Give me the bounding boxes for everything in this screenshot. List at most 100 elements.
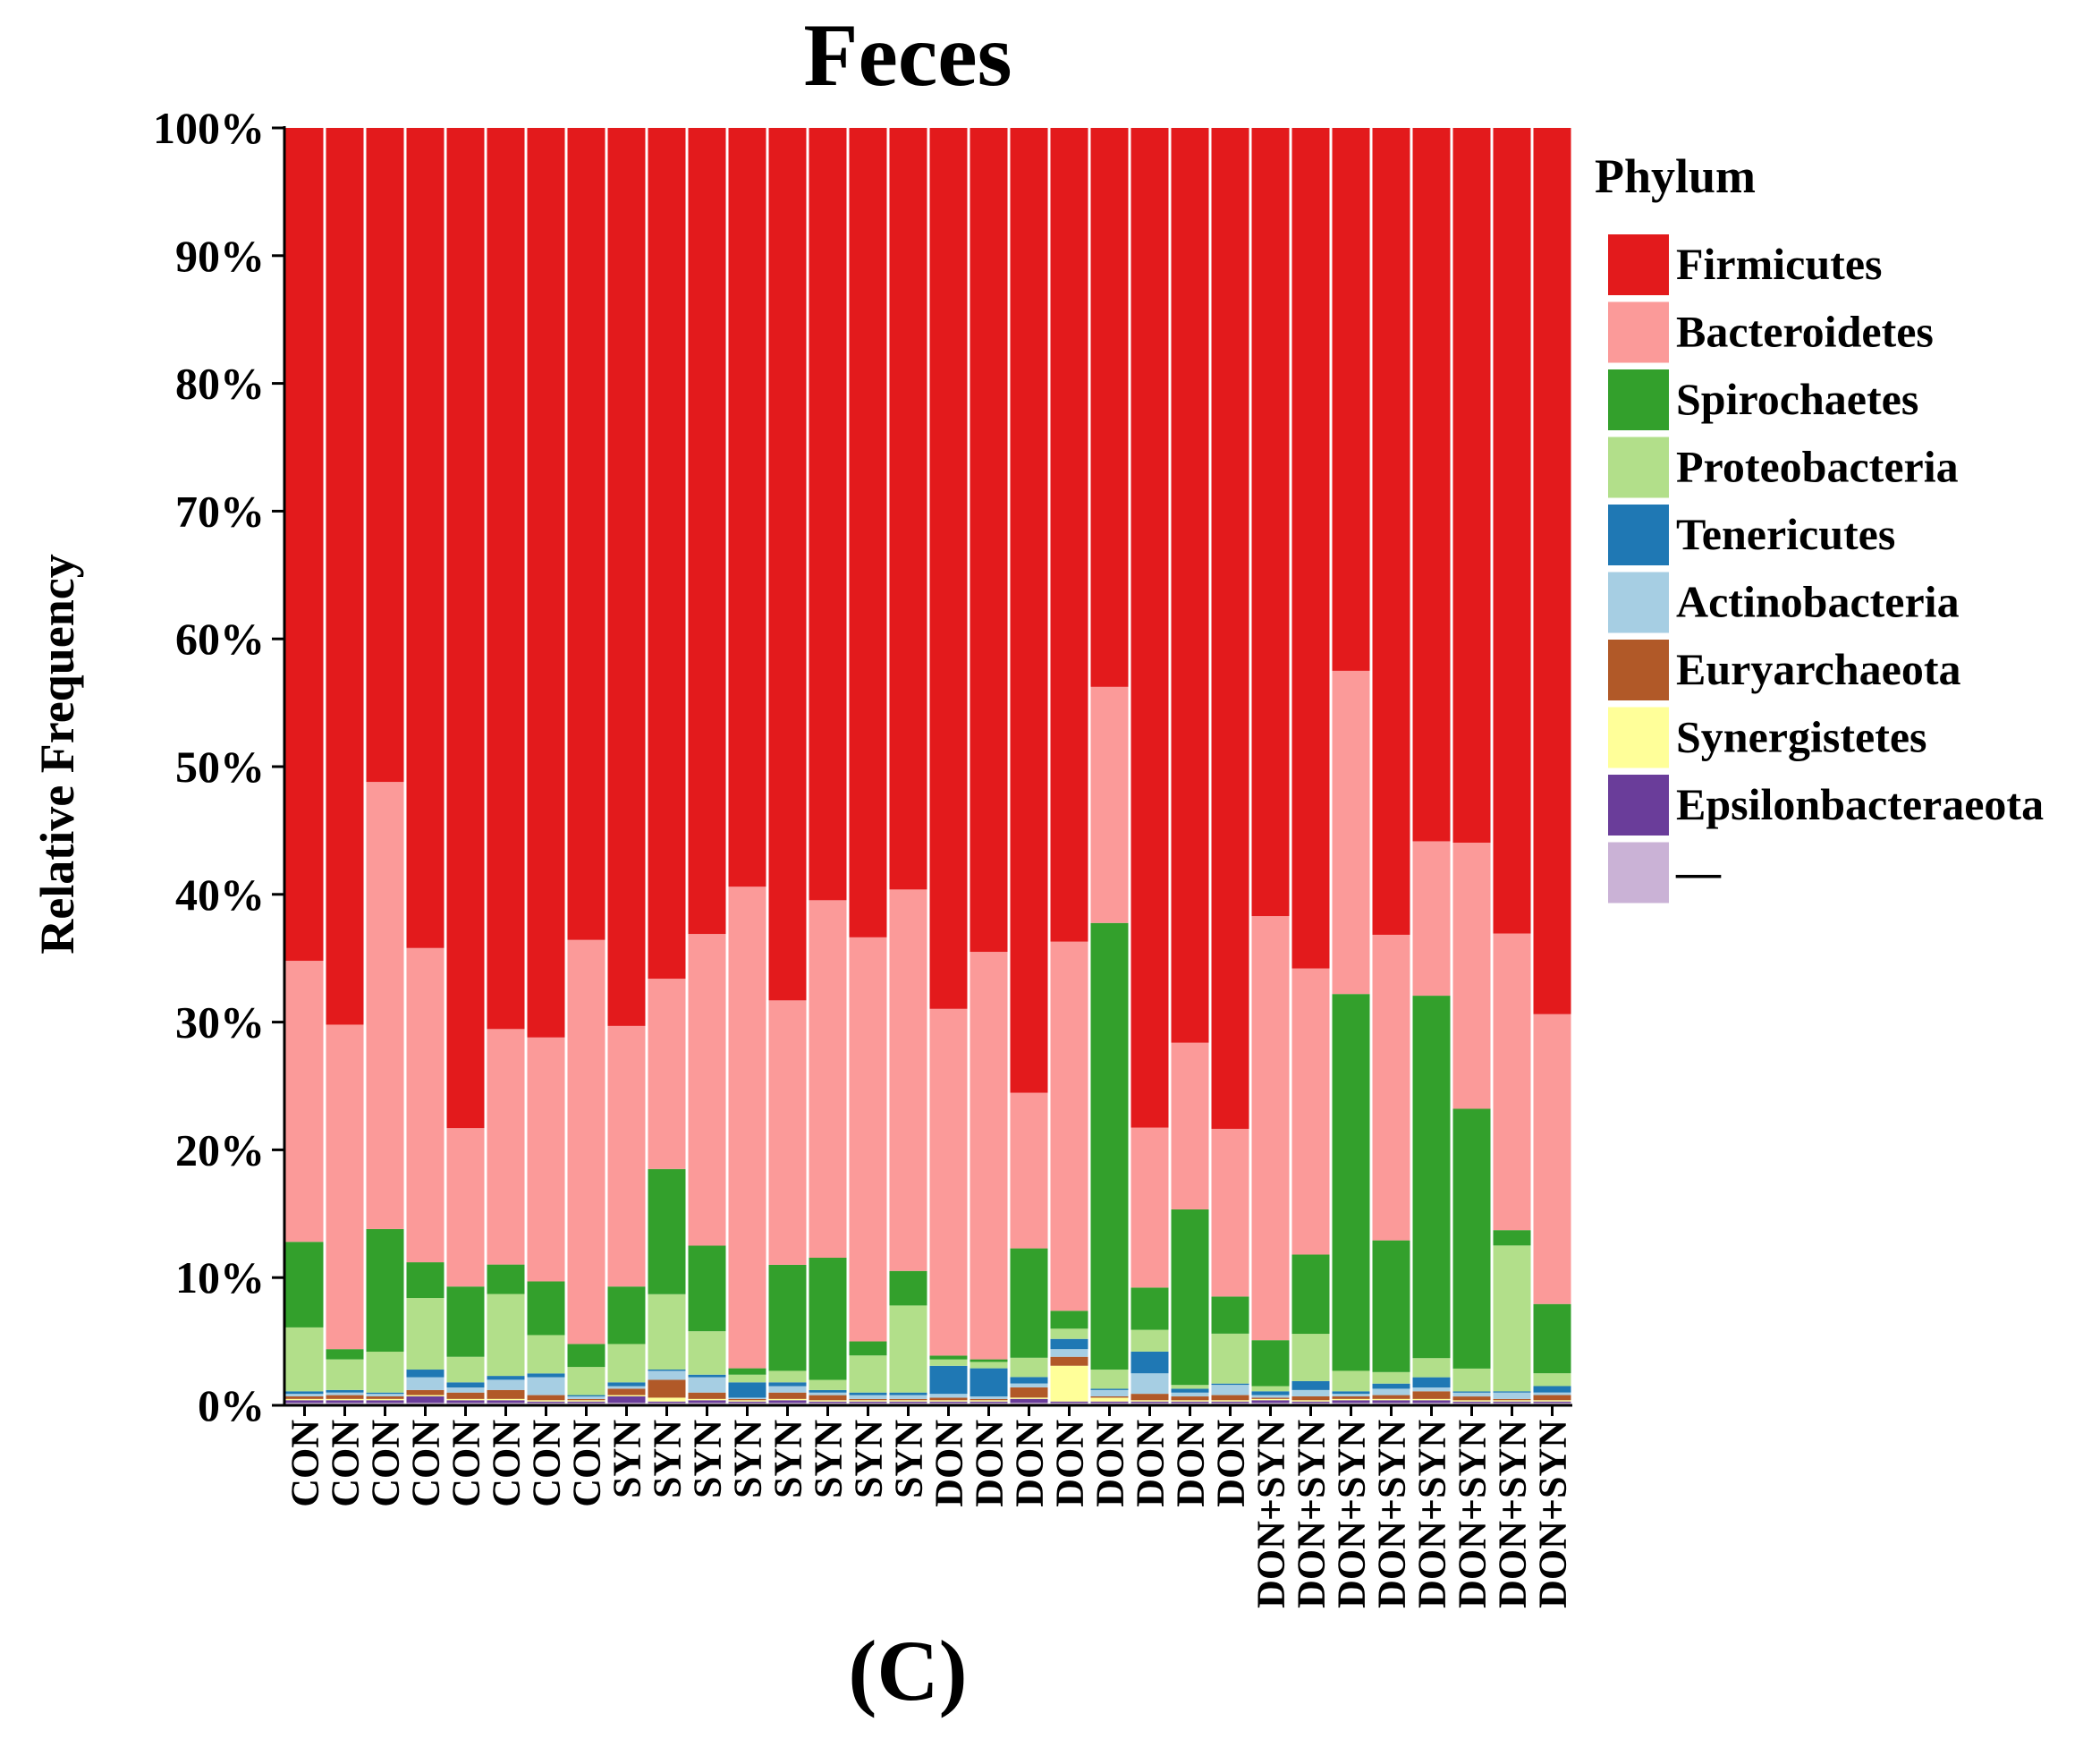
bar-segment-17-series-1 — [929, 1401, 968, 1404]
bar-segment-13-series-4 — [768, 1386, 807, 1393]
bar-segment-29-series-4 — [1412, 1387, 1451, 1392]
bar-segment-10-series-7 — [648, 1168, 686, 1294]
bar-segment-4-series-5 — [406, 1370, 445, 1378]
bar-segment-22-series-7 — [1130, 1287, 1169, 1330]
legend-title: Phylum — [1595, 149, 1756, 203]
bar-segment-5-series-7 — [446, 1286, 485, 1357]
bar-segment-32-series-3 — [1533, 1395, 1571, 1401]
bar-segment-29-series-6 — [1412, 1358, 1451, 1378]
bar-segment-30-series-5 — [1452, 1391, 1491, 1393]
bar-segment-4-series-4 — [406, 1377, 445, 1390]
x-tick-label: CON — [284, 1420, 327, 1507]
bar-segment-26-series-1 — [1291, 1401, 1330, 1404]
bar-segment-9-series-2 — [607, 1395, 646, 1397]
bar-segment-16-series-3 — [889, 1398, 927, 1401]
bar-segment-20-series-6 — [1050, 1328, 1088, 1339]
legend: Phylum Firmicutes Bacteroidetes Spirochaet… — [1595, 149, 2044, 903]
bar-segment-11-series-5 — [688, 1374, 726, 1378]
bar-segment-22-series-5 — [1130, 1351, 1169, 1374]
bar-segment-20-series-9 — [1050, 128, 1088, 942]
bar-segment-5-series-1 — [446, 1400, 485, 1404]
bar-segment-11-series-8 — [688, 934, 726, 1246]
bar-segment-29-series-2 — [1412, 1398, 1451, 1401]
bar-segment-4-series-7 — [406, 1262, 445, 1299]
bar-segment-4-series-3 — [406, 1389, 445, 1395]
bar-segment-3-series-9 — [366, 128, 404, 783]
bar-segment-19-series-5 — [1010, 1377, 1048, 1384]
x-tick-label: DON+SYN — [1491, 1420, 1535, 1608]
bar-segment-30-series-4 — [1452, 1392, 1491, 1397]
bar-segment-13-series-8 — [768, 1000, 807, 1265]
x-tick-label: DON — [1088, 1420, 1132, 1507]
bar-segment-23-series-6 — [1171, 1385, 1209, 1389]
bar-segment-12-series-2 — [728, 1400, 766, 1402]
panel-label: (C) — [848, 1623, 967, 1718]
bar-segment-28-series-5 — [1372, 1383, 1410, 1389]
legend-swatch-5 — [1608, 505, 1669, 565]
bar-segment-2-series-2 — [326, 1398, 364, 1401]
bar-segment-29-series-7 — [1412, 996, 1451, 1359]
bar-segment-6-series-3 — [487, 1389, 525, 1399]
bar-segment-17-series-9 — [929, 128, 968, 1009]
bar-segment-29-series-8 — [1412, 841, 1451, 997]
x-tick-label: SYN — [766, 1420, 810, 1498]
bar-segment-8-series-8 — [567, 939, 605, 1345]
bar-segment-27-series-8 — [1332, 670, 1370, 995]
bar-segment-25-series-3 — [1251, 1397, 1290, 1399]
legend-entry-label: Proteobacteria — [1676, 442, 1959, 492]
bar-segment-26-series-2 — [1291, 1400, 1330, 1402]
legend-entry-label: Euryarchaeota — [1676, 644, 1960, 694]
bar-segment-23-series-1 — [1171, 1401, 1209, 1404]
bar-segment-21-series-6 — [1090, 1370, 1129, 1389]
bar-segment-11-series-9 — [688, 128, 726, 935]
bar-segment-31-series-5 — [1493, 1391, 1531, 1393]
bar-segment-18-series-3 — [970, 1398, 1008, 1401]
bar-segment-22-series-3 — [1130, 1394, 1169, 1401]
bar-segment-20-series-2 — [1050, 1365, 1088, 1402]
x-tick-label: SYN — [807, 1420, 851, 1498]
bar-segment-13-series-9 — [768, 128, 807, 1001]
bar-segment-1-series-8 — [285, 961, 324, 1243]
bar-segment-8-series-7 — [567, 1344, 605, 1368]
bar-segment-8-series-9 — [567, 128, 605, 940]
y-tick-label: 10% — [175, 1252, 265, 1302]
bar-segment-8-series-5 — [567, 1395, 605, 1396]
bar-segment-15-series-1 — [849, 1401, 887, 1404]
bar-segment-4-series-8 — [406, 947, 445, 1263]
bar-segment-11-series-4 — [688, 1377, 726, 1393]
bar-segment-28-series-6 — [1372, 1371, 1410, 1384]
bar-segment-16-series-7 — [889, 1270, 927, 1306]
bar-segment-12-series-6 — [728, 1374, 766, 1383]
bar-segment-17-series-6 — [929, 1359, 968, 1366]
bar-segment-32-series-7 — [1533, 1303, 1571, 1374]
bar-segment-1-series-2 — [285, 1398, 324, 1401]
bar-segment-15-series-7 — [849, 1341, 887, 1356]
bar-segment-10-series-9 — [648, 128, 686, 980]
bar-segment-7-series-1 — [527, 1401, 565, 1404]
bar-segment-22-series-2 — [1130, 1400, 1169, 1402]
bar-segment-12-series-8 — [728, 886, 766, 1369]
bar-segment-14-series-1 — [809, 1401, 847, 1404]
bar-segment-18-series-6 — [970, 1362, 1008, 1369]
bar-segment-9-series-7 — [607, 1286, 646, 1345]
bar-segment-17-series-8 — [929, 1008, 968, 1356]
bar-segment-13-series-6 — [768, 1370, 807, 1383]
bar-segment-21-series-1 — [1090, 1401, 1129, 1404]
x-tick-label: SYN — [887, 1420, 931, 1498]
legend-swatch-10 — [1608, 842, 1669, 903]
bar-segment-2-series-7 — [326, 1349, 364, 1360]
bar-segment-12-series-5 — [728, 1382, 766, 1398]
bar-segment-5-series-4 — [446, 1387, 485, 1393]
bar-segment-1-series-3 — [285, 1396, 324, 1399]
bar-segment-30-series-2 — [1452, 1400, 1491, 1402]
bar-segment-21-series-9 — [1090, 128, 1129, 687]
bar-segment-24-series-7 — [1211, 1296, 1249, 1334]
bar-segment-3-series-1 — [366, 1400, 404, 1404]
bar-segment-11-series-2 — [688, 1398, 726, 1401]
bar-segment-13-series-1 — [768, 1400, 807, 1404]
bar-segment-17-series-5 — [929, 1365, 968, 1395]
bar-segment-9-series-3 — [607, 1388, 646, 1395]
bar-segment-27-series-5 — [1332, 1391, 1370, 1395]
y-tick-label: 100% — [153, 103, 265, 153]
bar-segment-23-series-3 — [1171, 1396, 1209, 1401]
